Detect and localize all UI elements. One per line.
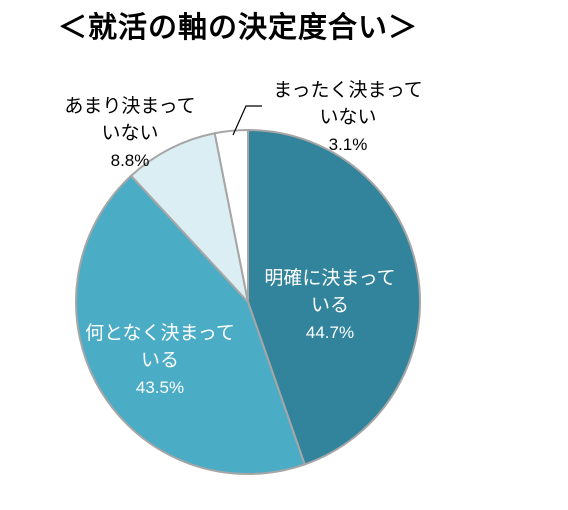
slice-clearly-decided	[247, 128, 421, 466]
label-somewhat-decided-line-2: いる	[141, 349, 179, 371]
value-label-not-really-decided: 8.8%	[111, 151, 150, 170]
pie-slices	[74, 128, 421, 475]
leader-line-not-decided-at-all	[232, 105, 262, 136]
value-label-not-decided-at-all: 3.1%	[329, 135, 368, 154]
value-label-somewhat-decided: 43.5%	[136, 378, 184, 397]
slice-labels: 明確に決まっている44.7%何となく決まっている43.5%あまり決まっていない8…	[64, 79, 422, 397]
value-label-clearly-decided: 44.7%	[306, 323, 354, 342]
label-not-decided-at-all-line-1: まったく決まって	[273, 79, 423, 101]
label-clearly-decided-line-2: いる	[311, 294, 349, 316]
slice-not-decided-at-all	[213, 128, 249, 303]
label-not-decided-at-all-line-2: いない	[319, 106, 376, 128]
label-somewhat-decided-line-1: 何となく決まって	[85, 322, 235, 344]
chart-title: ＜就活の軸の決定度合い＞	[58, 10, 419, 44]
leader-lines	[232, 105, 262, 136]
slice-not-really-decided	[129, 132, 250, 306]
label-clearly-decided-line-1: 明確に決まって	[264, 267, 395, 289]
label-not-really-decided-line-1: あまり決まって	[64, 95, 195, 117]
slice-somewhat-decided	[74, 174, 306, 475]
label-not-really-decided-line-2: いない	[101, 122, 158, 144]
